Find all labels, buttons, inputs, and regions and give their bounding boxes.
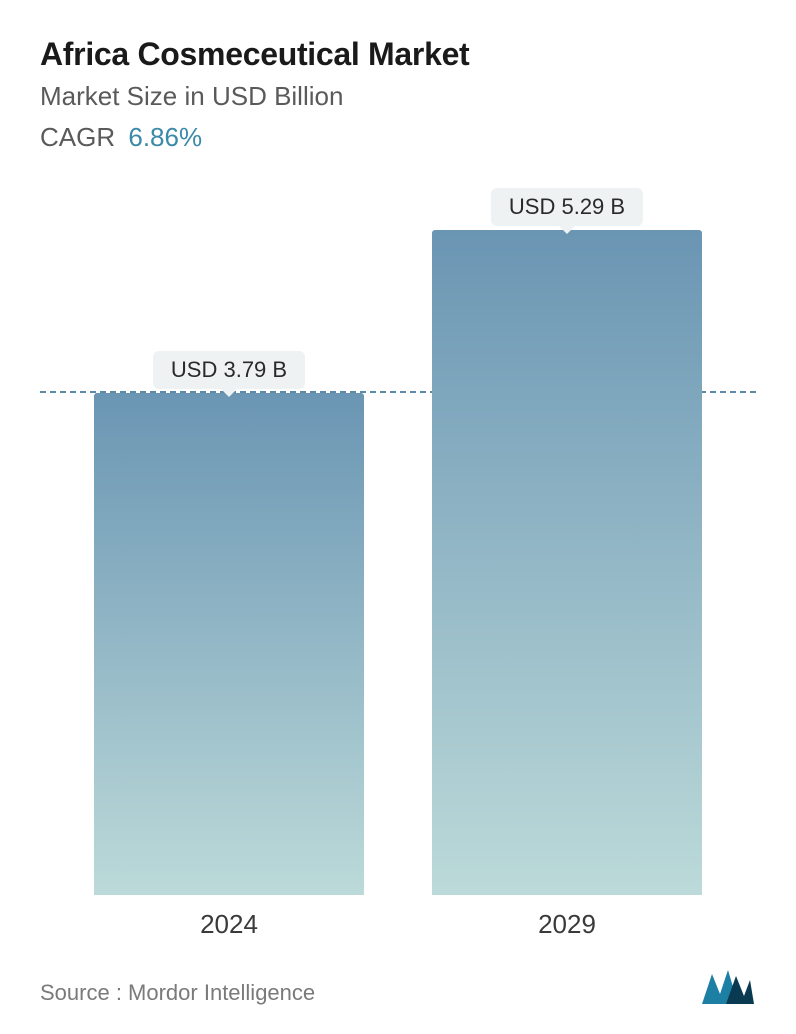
chart-footer: Source : Mordor Intelligence <box>40 966 756 1010</box>
cagr-value: 6.86% <box>128 122 202 152</box>
bar-value-badge-1: USD 5.29 B <box>491 188 643 226</box>
chart-plot-area: USD 3.79 B USD 5.29 B <box>40 183 756 895</box>
bar-1 <box>432 230 702 895</box>
x-axis-label-0: 2024 <box>94 909 364 940</box>
cagr-label: CAGR <box>40 122 115 152</box>
cagr-line: CAGR 6.86% <box>40 122 756 153</box>
mordor-logo-icon <box>700 966 756 1006</box>
x-axis-labels: 2024 2029 <box>40 895 756 940</box>
chart-title: Africa Cosmeceutical Market <box>40 36 756 73</box>
bar-0 <box>94 393 364 895</box>
chart-subtitle: Market Size in USD Billion <box>40 81 756 112</box>
chart-container: Africa Cosmeceutical Market Market Size … <box>0 0 796 1034</box>
bar-group-1: USD 5.29 B <box>432 188 702 895</box>
x-axis-label-1: 2029 <box>432 909 702 940</box>
bar-group-0: USD 3.79 B <box>94 351 364 895</box>
bar-value-badge-0: USD 3.79 B <box>153 351 305 389</box>
source-attribution: Source : Mordor Intelligence <box>40 980 315 1006</box>
